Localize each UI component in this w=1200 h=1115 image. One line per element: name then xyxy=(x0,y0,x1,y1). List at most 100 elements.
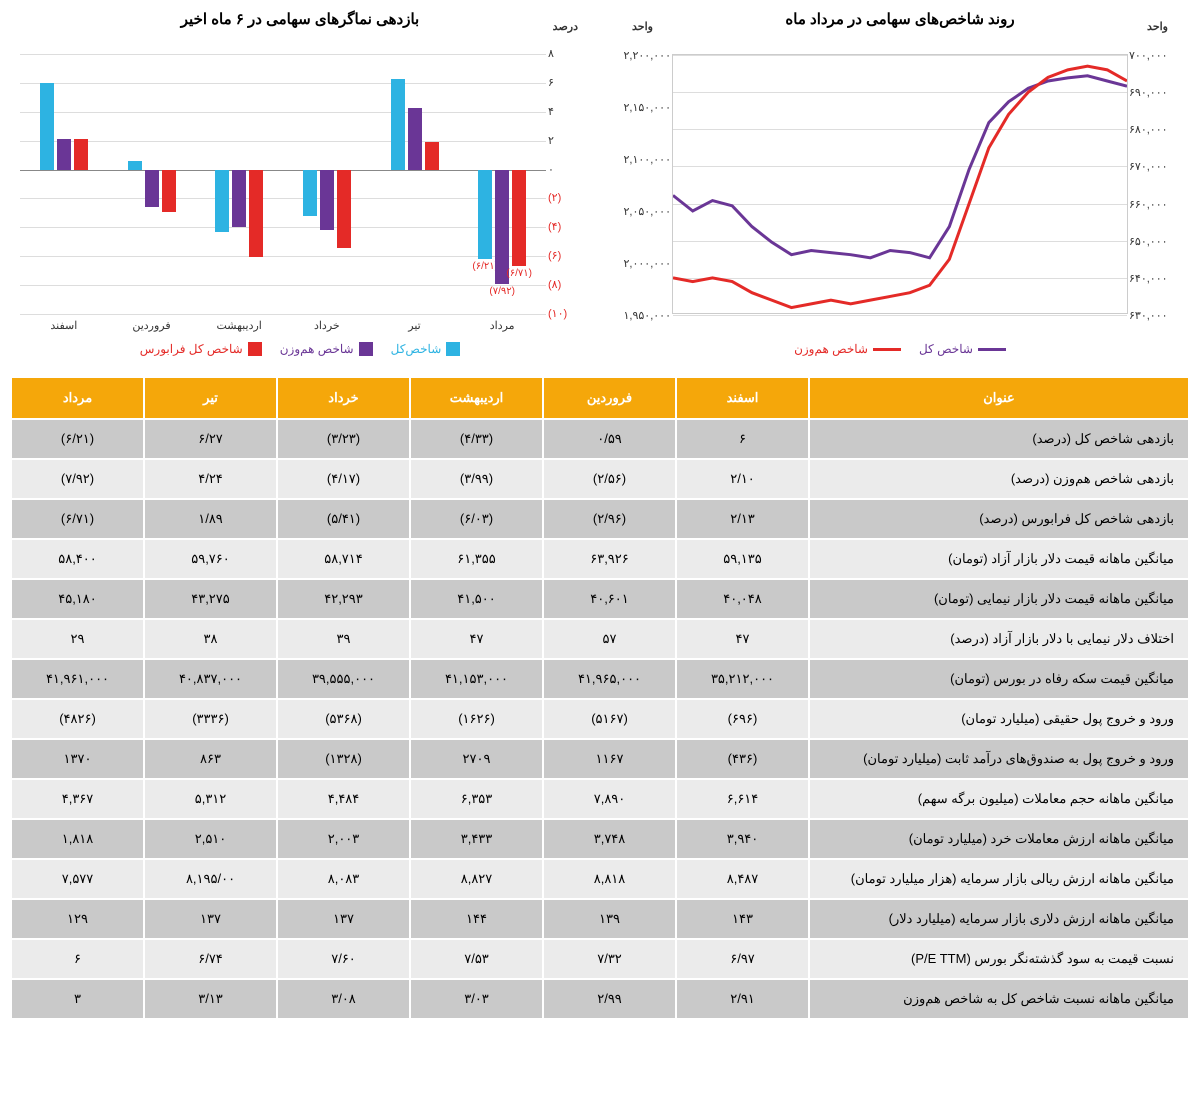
table-cell: ۳۸ xyxy=(144,619,277,659)
y-tick-right: ۶۹۰,۰۰۰ xyxy=(1129,86,1169,99)
table-cell: ۲۷۰۹ xyxy=(410,739,543,779)
table-cell: (۱۳۲۸) xyxy=(277,739,410,779)
table-cell: ۵۹,۷۶۰ xyxy=(144,539,277,579)
table-row: میانگین ماهانه قیمت دلار بازار آزاد (توم… xyxy=(11,539,1189,579)
table-header: تیر xyxy=(144,377,277,419)
bar-x-tick: اسفند xyxy=(50,319,77,332)
table-cell: ۶/۲۷ xyxy=(144,419,277,459)
table-cell: ۴۰,۰۴۸ xyxy=(676,579,809,619)
bar-value-label: (۶/۲۱) xyxy=(472,261,498,272)
table-cell: (۴۳۶) xyxy=(676,739,809,779)
table-cell: ۲/۹۱ xyxy=(676,979,809,1019)
table-cell: ۸,۰۸۳ xyxy=(277,859,410,899)
table-cell: ۶ xyxy=(11,939,144,979)
table-cell: ۴,۳۶۷ xyxy=(11,779,144,819)
table-row: ورود و خروج پول حقیقی (میلیارد تومان)(۶۹… xyxy=(11,699,1189,739)
table-cell: ۷/۵۳ xyxy=(410,939,543,979)
bar xyxy=(74,139,88,170)
table-cell: ۳,۹۴۰ xyxy=(676,819,809,859)
row-title: بازدهی شاخص هم‌وزن (درصد) xyxy=(809,459,1189,499)
bar-x-tick: مرداد xyxy=(490,319,515,332)
y-tick-right: ۶۳۰,۰۰۰ xyxy=(1129,309,1169,322)
data-table: عنواناسفندفروردیناردیبهشتخردادتیرمرداد ب… xyxy=(10,376,1190,1020)
table-cell: ۲/۹۹ xyxy=(543,979,676,1019)
table-cell: ۴۱,۵۰۰ xyxy=(410,579,543,619)
table-cell: (۳/۹۹) xyxy=(410,459,543,499)
bar xyxy=(512,170,526,267)
table-cell: ۵۷ xyxy=(543,619,676,659)
table-cell: (۷/۹۲) xyxy=(11,459,144,499)
y-tick-right: ۷۰۰,۰۰۰ xyxy=(1129,49,1169,62)
table-cell: ۵۹,۱۳۵ xyxy=(676,539,809,579)
bar-y-tick: ۲ xyxy=(548,134,588,147)
bar xyxy=(57,139,71,169)
bar xyxy=(215,170,229,233)
table-cell: ۳/۰۳ xyxy=(410,979,543,1019)
row-title: اختلاف دلار نیمایی با دلار بازار آزاد (د… xyxy=(809,619,1189,659)
table-cell: ۵۸,۷۱۴ xyxy=(277,539,410,579)
bar xyxy=(303,170,317,217)
table-cell: (۶/۲۱) xyxy=(11,419,144,459)
table-cell: ۷,۵۷۷ xyxy=(11,859,144,899)
legend-s2: شاخص کل فرابورس xyxy=(140,342,262,356)
bar xyxy=(145,170,159,207)
bar-y-tick: ۸ xyxy=(548,47,588,60)
bar-y-tick: ۶ xyxy=(548,76,588,89)
table-cell: ۶۱,۳۵۵ xyxy=(410,539,543,579)
bar xyxy=(40,83,54,170)
line-series xyxy=(673,76,1127,258)
table-header: اردیبهشت xyxy=(410,377,543,419)
table-row: بازدهی شاخص کل فرابورس (درصد)۲/۱۳(۲/۹۶)(… xyxy=(11,499,1189,539)
table-row: میانگین ماهانه ارزش دلاری بازار سرمایه (… xyxy=(11,899,1189,939)
bar-y-tick: (۴) xyxy=(548,220,588,233)
table-row: میانگین ماهانه حجم معاملات (میلیون برگه … xyxy=(11,779,1189,819)
bar xyxy=(478,170,492,260)
y-tick-left: ۲,۱۰۰,۰۰۰ xyxy=(615,153,671,166)
table-cell: ۱۳۷ xyxy=(144,899,277,939)
table-cell: ۴۳,۲۷۵ xyxy=(144,579,277,619)
table-cell: ۴۷ xyxy=(676,619,809,659)
table-cell: ۵۸,۴۰۰ xyxy=(11,539,144,579)
row-title: میانگین ماهانه ارزش معاملات خرد (میلیارد… xyxy=(809,819,1189,859)
bar xyxy=(391,79,405,170)
table-cell: ۳۹,۵۵۵,۰۰۰ xyxy=(277,659,410,699)
table-header: مرداد xyxy=(11,377,144,419)
table-cell: ۲,۵۱۰ xyxy=(144,819,277,859)
table-cell: (۳۳۳۶) xyxy=(144,699,277,739)
table-cell: ۲,۰۰۳ xyxy=(277,819,410,859)
table-cell: ۴۲,۲۹۳ xyxy=(277,579,410,619)
table-cell: ۲/۱۳ xyxy=(676,499,809,539)
table-cell: ۴۰,۶۰۱ xyxy=(543,579,676,619)
table-cell: ۳/۰۸ xyxy=(277,979,410,1019)
table-cell: ۱۳۷ xyxy=(277,899,410,939)
bar-y-tick: (۶) xyxy=(548,249,588,262)
table-cell: ۶,۶۱۴ xyxy=(676,779,809,819)
y-tick-right: ۶۴۰,۰۰۰ xyxy=(1129,272,1169,285)
table-cell: ۷/۳۲ xyxy=(543,939,676,979)
table-cell: (۱۶۲۶) xyxy=(410,699,543,739)
bar-x-tick: اردیبهشت xyxy=(217,319,262,332)
table-cell: ۶۳,۹۲۶ xyxy=(543,539,676,579)
table-cell: (۶۹۶) xyxy=(676,699,809,739)
y-tick-left: ۱,۹۵۰,۰۰۰ xyxy=(615,309,671,322)
table-row: میانگین ماهانه نسبت شاخص کل به شاخص هم‌و… xyxy=(11,979,1189,1019)
table-row: نسبت قیمت به سود گذشته‌نگر بورس (P/E TTM… xyxy=(11,939,1189,979)
y-tick-left: ۲,۲۰۰,۰۰۰ xyxy=(615,49,671,62)
bar xyxy=(249,170,263,257)
line-chart: ۶۳۰,۰۰۰۶۴۰,۰۰۰۶۵۰,۰۰۰۶۶۰,۰۰۰۶۷۰,۰۰۰۶۸۰,۰… xyxy=(672,54,1128,314)
row-title: میانگین ماهانه قیمت دلار بازار آزاد (توم… xyxy=(809,539,1189,579)
bar-y-tick: (۲) xyxy=(548,191,588,204)
table-row: بازدهی شاخص هم‌وزن (درصد)۲/۱۰(۲/۵۶)(۳/۹۹… xyxy=(11,459,1189,499)
line-series xyxy=(673,66,1127,307)
table-cell: ۱۳۷۰ xyxy=(11,739,144,779)
row-title: ورود و خروج پول حقیقی (میلیارد تومان) xyxy=(809,699,1189,739)
table-cell: ۱۴۴ xyxy=(410,899,543,939)
row-title: ورود و خروج پول به صندوق‌های درآمد ثابت … xyxy=(809,739,1189,779)
charts-row: روند شاخص‌های سهامی در مرداد ماه واحد وا… xyxy=(10,10,1190,356)
line-chart-title: روند شاخص‌های سهامی در مرداد ماه xyxy=(610,10,1190,28)
table-row: میانگین ماهانه قیمت دلار بازار نیمایی (ت… xyxy=(11,579,1189,619)
table-cell: (۲/۵۶) xyxy=(543,459,676,499)
bar xyxy=(425,142,439,169)
table-cell: ۴۵,۱۸۰ xyxy=(11,579,144,619)
row-title: میانگین ماهانه قیمت دلار بازار نیمایی (ت… xyxy=(809,579,1189,619)
